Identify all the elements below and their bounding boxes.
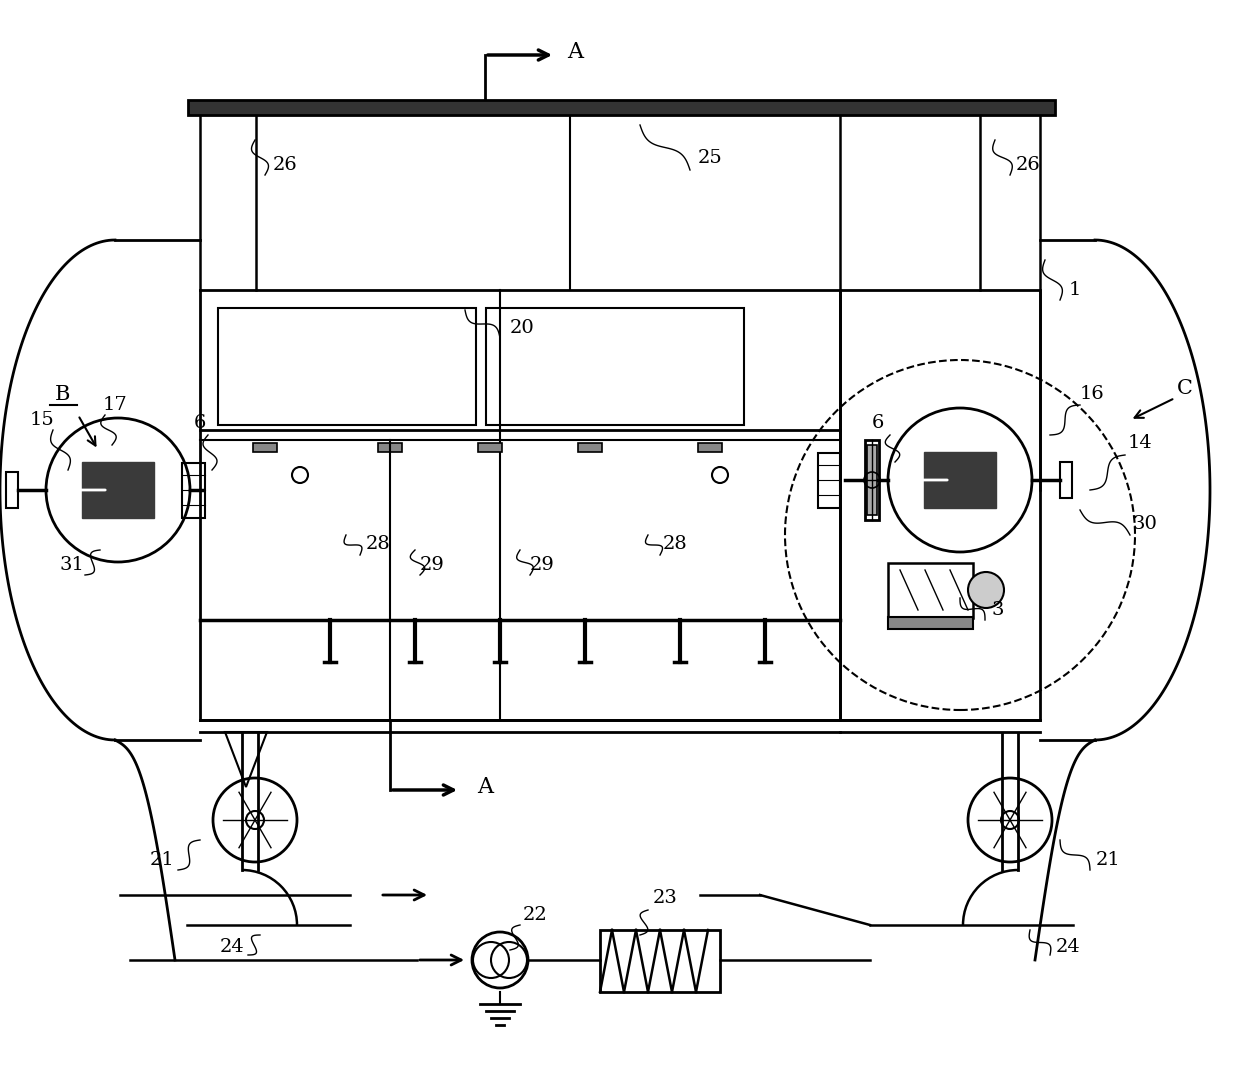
Bar bbox=[378, 443, 402, 452]
Text: A: A bbox=[477, 776, 494, 798]
Text: 17: 17 bbox=[103, 396, 128, 414]
Text: 15: 15 bbox=[30, 411, 55, 429]
Bar bbox=[218, 308, 476, 425]
Bar bbox=[82, 462, 154, 518]
Bar bbox=[182, 463, 205, 518]
Circle shape bbox=[968, 572, 1004, 608]
Text: 29: 29 bbox=[529, 556, 554, 574]
Bar bbox=[477, 443, 502, 452]
Text: 21: 21 bbox=[150, 851, 175, 869]
Text: 22: 22 bbox=[522, 906, 547, 923]
Bar bbox=[888, 617, 973, 629]
Bar bbox=[600, 930, 720, 992]
Bar bbox=[253, 443, 277, 452]
Text: 31: 31 bbox=[60, 556, 84, 574]
Text: 26: 26 bbox=[273, 156, 298, 174]
Bar bbox=[486, 308, 744, 425]
Text: 24: 24 bbox=[1055, 938, 1080, 956]
Bar bbox=[888, 563, 973, 617]
Text: 28: 28 bbox=[366, 535, 391, 553]
Text: 16: 16 bbox=[1080, 386, 1105, 403]
Text: 29: 29 bbox=[419, 556, 444, 574]
Text: C: C bbox=[1177, 379, 1193, 397]
Text: 1: 1 bbox=[1069, 281, 1081, 299]
Text: 20: 20 bbox=[510, 319, 534, 337]
Bar bbox=[867, 445, 877, 515]
Text: B: B bbox=[55, 386, 69, 404]
Text: 14: 14 bbox=[1127, 435, 1152, 452]
Text: 21: 21 bbox=[1096, 851, 1121, 869]
Text: 6: 6 bbox=[193, 414, 206, 432]
Bar bbox=[839, 290, 1040, 720]
Bar bbox=[6, 472, 19, 507]
Bar bbox=[578, 443, 601, 452]
Text: 25: 25 bbox=[698, 149, 723, 167]
Text: 24: 24 bbox=[219, 938, 244, 956]
Bar bbox=[1060, 462, 1073, 498]
Text: 23: 23 bbox=[652, 889, 677, 907]
Bar bbox=[866, 440, 879, 521]
Text: 3: 3 bbox=[992, 601, 1004, 619]
Bar bbox=[698, 443, 722, 452]
Text: 28: 28 bbox=[662, 535, 687, 553]
Bar bbox=[924, 452, 996, 507]
Text: 26: 26 bbox=[1016, 156, 1040, 174]
Text: 6: 6 bbox=[872, 414, 884, 432]
Text: 30: 30 bbox=[1132, 515, 1157, 533]
Bar bbox=[188, 100, 1055, 115]
Text: A: A bbox=[567, 41, 583, 63]
Bar bbox=[818, 453, 839, 507]
